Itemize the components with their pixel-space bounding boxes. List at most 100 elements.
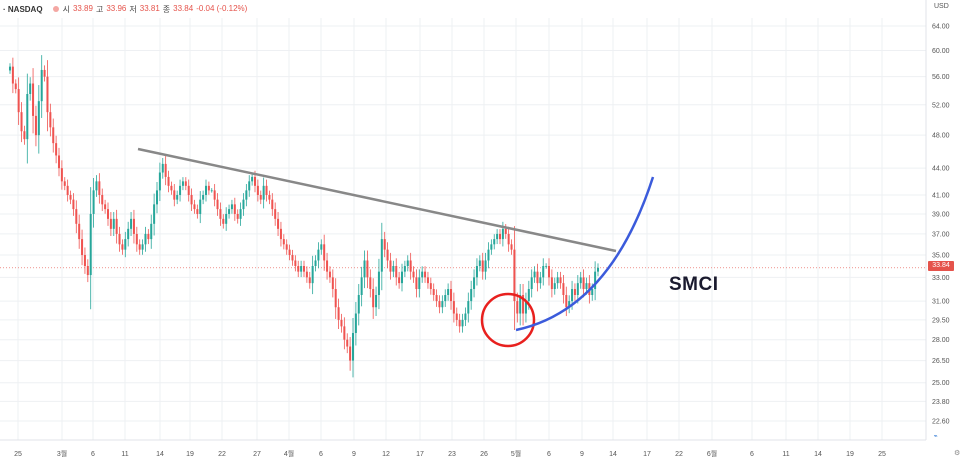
candle-body — [527, 289, 530, 302]
candle-body — [187, 185, 190, 195]
candle-body — [222, 218, 225, 224]
x-tick-label: 11 — [121, 451, 128, 458]
candle-body — [112, 218, 115, 229]
candle-body — [392, 266, 395, 272]
candle-body — [363, 260, 366, 278]
candle-body — [594, 271, 597, 290]
candle-body — [176, 194, 179, 200]
candle-body — [196, 209, 199, 214]
candle-body — [302, 266, 306, 272]
tradingview-logo-icon[interactable]: ⌁ — [933, 433, 938, 440]
y-tick-label: 33.00 — [932, 275, 950, 282]
candle-body — [8, 66, 12, 71]
ticker-annotation: SMCI — [669, 274, 719, 295]
candle-body — [386, 249, 389, 261]
candle-body — [147, 233, 150, 240]
candle-body — [424, 271, 427, 278]
candle-body — [291, 255, 294, 261]
candle-body — [573, 289, 576, 296]
change-value: -0.04 (-0.12%) — [196, 3, 248, 13]
candle-body — [282, 239, 285, 245]
candle-body — [328, 271, 331, 278]
candle-body — [426, 277, 429, 284]
x-tick-label: 6 — [91, 451, 95, 458]
candle-body — [158, 172, 161, 191]
y-tick-label: 60.00 — [932, 48, 950, 55]
candle-body — [481, 260, 484, 272]
candle-body — [219, 209, 222, 219]
candle-body — [199, 199, 202, 214]
candle-body — [556, 277, 559, 284]
y-tick-label: 48.00 — [932, 133, 950, 140]
x-tick-label: 19 — [186, 451, 194, 458]
x-tick-label: 9 — [352, 451, 356, 458]
y-tick-label: 26.50 — [932, 358, 950, 365]
symbol-label[interactable]: · NASDAQ — [3, 4, 43, 14]
candle-body — [78, 223, 81, 240]
candle-body — [138, 244, 141, 250]
chart-header: · NASDAQ 시 33.89 고 33.96 저 33.81 종 33.84 -0.… — [3, 2, 247, 16]
y-tick-label: 28.00 — [932, 337, 950, 344]
candle-body — [294, 260, 297, 267]
candle-body — [314, 260, 317, 267]
candle-body — [415, 277, 418, 290]
candle-body — [11, 66, 14, 84]
open-value: 33.89 — [72, 3, 93, 13]
candle-body — [389, 260, 392, 272]
candle-body — [418, 277, 421, 290]
candle-body — [37, 101, 40, 136]
candle-body — [444, 295, 447, 302]
x-tick-label: 14 — [814, 451, 822, 458]
candle-body — [173, 190, 176, 200]
x-tick-label: 6월 — [707, 449, 717, 458]
candle-body — [300, 266, 303, 272]
settings-icon[interactable]: ⚙ — [954, 450, 961, 457]
x-tick-label: 12 — [382, 451, 390, 458]
candle-body — [265, 185, 268, 195]
x-tick-label: 25 — [878, 451, 886, 458]
candle-body — [228, 209, 231, 214]
candle-body — [559, 277, 562, 284]
candle-body — [86, 266, 89, 276]
candle-body — [34, 115, 37, 136]
candle-body — [144, 233, 147, 245]
y-tick-label: 29.50 — [932, 317, 950, 324]
candle-body — [383, 239, 386, 250]
candle-body — [406, 260, 409, 267]
candle-body — [337, 307, 340, 320]
candle-body — [467, 301, 470, 314]
candle-body — [115, 218, 118, 234]
candle-body — [533, 271, 536, 278]
candle-body — [184, 181, 187, 186]
candle-body — [354, 313, 357, 333]
candle-body — [320, 244, 323, 250]
candle-body — [334, 289, 337, 308]
candle-body — [562, 283, 565, 296]
candle-body — [262, 185, 265, 200]
candle-body — [545, 266, 548, 267]
candle-body — [124, 239, 127, 250]
candle-body — [536, 271, 539, 284]
candle-body — [510, 244, 513, 250]
candle-body — [478, 260, 481, 267]
open-key: 시 — [62, 4, 70, 14]
candle-body — [516, 301, 519, 314]
x-tick-label: 9 — [580, 451, 584, 458]
candle-body — [190, 194, 193, 205]
candle-body — [550, 277, 553, 290]
last-price-tag: 33.84 — [928, 261, 954, 271]
x-tick-label: 26 — [480, 451, 488, 458]
candle-body — [461, 319, 464, 327]
candle-body — [409, 260, 412, 272]
y-tick-label: 44.00 — [932, 166, 950, 173]
candle-body — [490, 244, 493, 250]
x-tick-label: 22 — [675, 451, 683, 458]
candle-body — [271, 199, 274, 210]
candle-body — [202, 194, 205, 200]
x-tick-label: 19 — [846, 451, 854, 458]
x-tick-label: 23 — [448, 451, 456, 458]
candle-body — [69, 194, 72, 200]
x-tick-label: 22 — [218, 451, 226, 458]
